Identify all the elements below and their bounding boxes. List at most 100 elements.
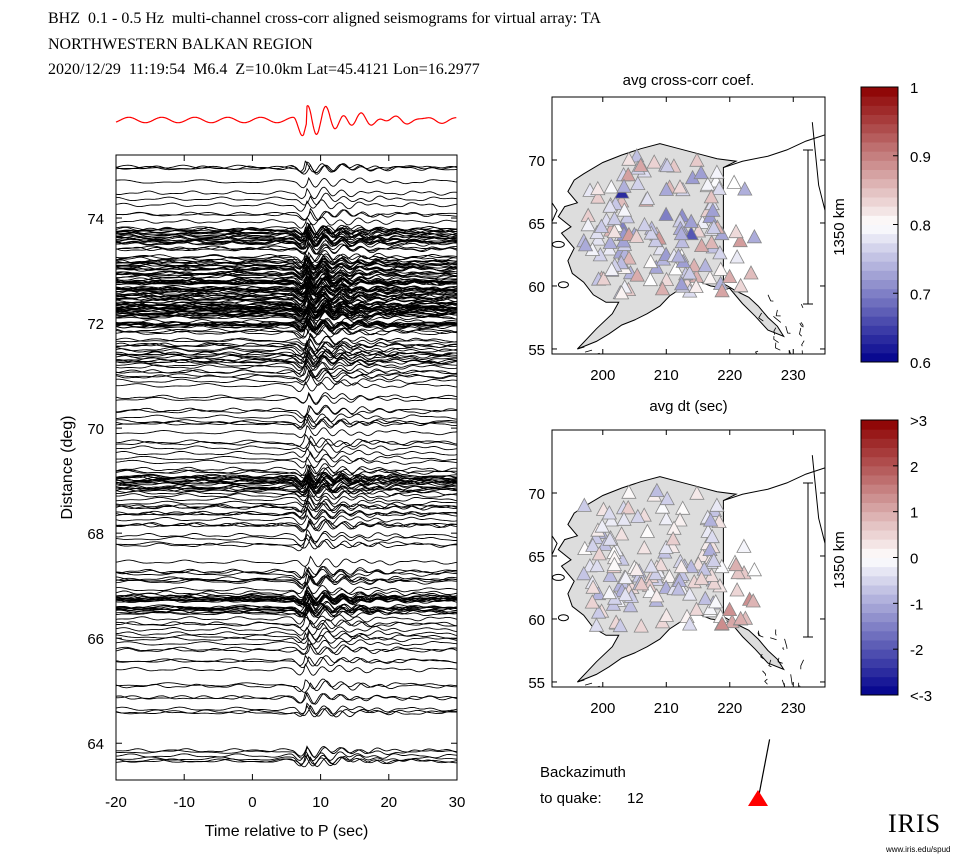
seismogram-trace <box>116 295 457 310</box>
seismogram-trace <box>116 602 457 615</box>
seismogram-trace <box>116 537 457 552</box>
seismogram-trace <box>116 276 457 290</box>
seismogram-trace <box>116 283 457 295</box>
y-tick-label: 64 <box>87 736 104 753</box>
seismogram-trace <box>116 306 457 320</box>
x-tick-label: -10 <box>173 794 195 811</box>
seismogram-trace <box>116 364 457 379</box>
seismogram-trace <box>116 209 457 221</box>
y-axis-label: Distance (deg) <box>59 415 76 519</box>
seismogram-trace <box>116 745 457 758</box>
seismogram-trace <box>116 160 457 173</box>
seismogram-trace <box>116 691 457 705</box>
x-tick-label: 10 <box>312 794 329 811</box>
seismogram-trace <box>116 262 457 276</box>
seismogram-trace <box>116 691 457 705</box>
seismogram-trace <box>116 638 457 651</box>
seismogram-trace <box>116 572 457 586</box>
seismogram-trace <box>116 230 457 243</box>
seismogram-trace <box>116 414 457 429</box>
seismogram-trace <box>116 616 457 629</box>
seismogram-trace <box>116 463 457 476</box>
seismogram-trace <box>116 216 457 229</box>
seismogram-trace <box>116 243 457 255</box>
backazimuth-indicator <box>748 739 771 806</box>
seismogram-trace <box>116 338 457 351</box>
seismogram-trace <box>116 470 457 484</box>
seismogram-trace <box>116 364 457 378</box>
seismogram-trace <box>116 592 457 605</box>
seismogram-trace <box>116 603 457 618</box>
y-tick-label: 68 <box>87 526 104 543</box>
seismogram-trace <box>116 663 457 676</box>
seismogram-trace <box>116 297 457 312</box>
seismogram-trace <box>116 565 457 579</box>
seismogram-trace <box>116 271 457 284</box>
seismogram-trace <box>116 352 457 365</box>
seismogram-trace <box>116 493 457 506</box>
seismogram-trace <box>116 360 457 374</box>
seismogram-trace <box>116 289 457 303</box>
seismogram-trace <box>116 280 457 295</box>
iris-logo: IRIS <box>888 809 942 838</box>
seismogram-trace <box>116 704 457 718</box>
seismogram-trace <box>116 631 457 644</box>
seismogram-trace <box>116 263 457 275</box>
region-name: NORTHWESTERN BALKAN REGION <box>48 36 313 53</box>
seismogram-trace <box>116 305 457 318</box>
seismogram-trace <box>116 433 457 447</box>
seismogram-trace <box>116 482 457 496</box>
seismogram-trace <box>116 176 457 189</box>
seismogram-trace <box>116 532 457 546</box>
seismogram-trace <box>116 528 457 543</box>
seismogram-trace <box>116 643 457 656</box>
seismogram-trace <box>116 581 457 595</box>
seismogram-trace <box>116 485 457 499</box>
seismogram-trace <box>116 463 457 477</box>
seismogram-trace <box>116 506 457 520</box>
seismogram-trace <box>116 307 457 321</box>
seismogram-trace <box>116 355 457 369</box>
x-axis-label: Time relative to P (sec) <box>205 823 369 840</box>
seismogram-trace <box>116 424 457 439</box>
seismogram-trace <box>116 612 457 625</box>
y-tick-label: 70 <box>87 421 104 438</box>
seismogram-trace <box>116 258 457 271</box>
seismogram-trace <box>116 226 457 239</box>
seismogram-trace <box>116 595 457 607</box>
seismogram-trace <box>116 369 457 383</box>
seismogram-trace <box>116 373 457 386</box>
seismogram-trace <box>116 224 457 236</box>
seismogram-trace <box>116 574 457 588</box>
array-marker-icon <box>748 790 768 806</box>
y-tick-label: 72 <box>87 316 104 333</box>
seismogram-trace <box>116 344 457 357</box>
seismogram-trace <box>116 199 457 212</box>
seismogram-trace <box>116 446 457 459</box>
seismogram-trace <box>116 360 457 372</box>
backazimuth-value: 12 <box>627 790 644 807</box>
seismogram-trace <box>116 555 457 568</box>
backazimuth-sublabel: to quake: <box>540 790 602 807</box>
seismogram-trace <box>116 350 457 363</box>
seismogram-trace <box>116 343 457 356</box>
seismogram-trace <box>116 520 457 533</box>
x-tick-label: 30 <box>449 794 466 811</box>
seismogram-trace <box>116 380 457 393</box>
seismogram-trace <box>116 333 457 346</box>
seismogram-trace <box>116 405 457 419</box>
backazimuth-label: Backazimuth <box>540 764 626 781</box>
seismogram-trace <box>116 192 457 206</box>
seismogram-trace <box>116 495 457 509</box>
seismogram-trace <box>116 237 457 251</box>
seismogram-trace <box>116 440 457 453</box>
seismogram-trace <box>116 264 457 278</box>
seismogram-trace <box>116 756 457 768</box>
seismogram-trace <box>116 451 457 463</box>
seismogram-trace <box>116 252 457 264</box>
seismogram-trace <box>116 309 457 322</box>
event-info: 2020/12/29 11:19:54 M6.4 Z=10.0km Lat=45… <box>48 61 480 78</box>
seismogram-trace <box>116 476 457 490</box>
seismogram-trace <box>116 586 457 601</box>
y-tick-label: 74 <box>87 211 104 228</box>
